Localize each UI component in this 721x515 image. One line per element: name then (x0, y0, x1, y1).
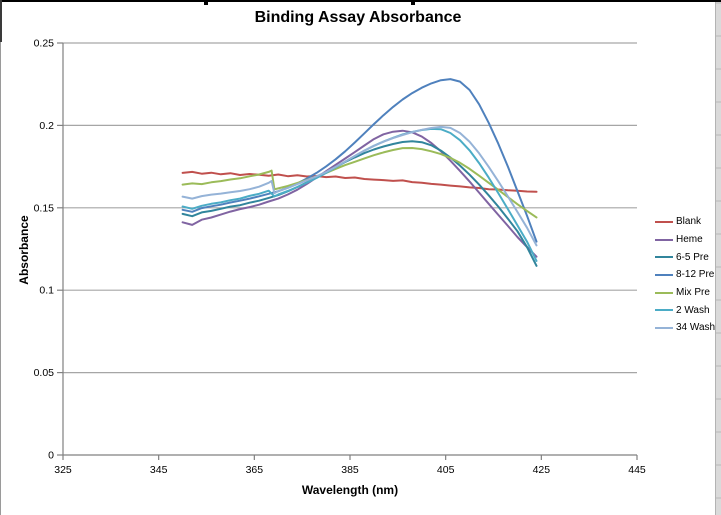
series-line-8-12-pre[interactable] (181, 78, 538, 243)
window-left-border-dark (0, 0, 2, 42)
window-left-border (0, 0, 1, 515)
legend-label-34-wash: 34 Wash (676, 322, 716, 334)
x-tick-label-365: 365 (246, 464, 264, 476)
chart-title: Binding Assay Absorbance (254, 9, 462, 26)
y-tick-label-0.25: 0.25 (34, 38, 55, 50)
legend-swatch-8-12-pre (655, 273, 673, 276)
legend-item-8-12-pre[interactable]: 8-12 Pre (655, 266, 715, 284)
x-axis-title: Wavelength (nm) (301, 483, 399, 497)
legend-label-2-wash: 2 Wash (676, 304, 710, 316)
y-tick-label-0: 0 (48, 450, 54, 462)
y-tick-label-0.05: 0.05 (34, 367, 55, 379)
top-border-notch (204, 2, 208, 5)
x-tick-label-445: 445 (628, 464, 646, 476)
legend-item-mix-pre[interactable]: Mix Pre (655, 284, 715, 302)
legend-item-heme[interactable]: Heme (655, 231, 715, 249)
x-tick-label-385: 385 (341, 464, 359, 476)
y-tick-label-0.1: 0.1 (39, 285, 54, 297)
series-line-34-wash[interactable] (181, 125, 538, 247)
legend-swatch-mix-pre (655, 291, 673, 294)
legend-swatch-blank (655, 220, 673, 223)
x-tick-label-405: 405 (437, 464, 455, 476)
legend-swatch-6-5-pre (655, 256, 673, 259)
x-tick-label-345: 345 (150, 464, 168, 476)
legend-label-heme: Heme (676, 234, 703, 246)
vertical-scrollbar[interactable] (715, 2, 721, 515)
legend: Blank Heme 6-5 Pre 8-12 Pre Mix Pre 2 Wash 34 … (655, 213, 715, 337)
plot-area[interactable] (63, 43, 637, 455)
window-top-border (0, 0, 721, 2)
legend-label-blank: Blank (676, 216, 702, 228)
legend-swatch-2-wash (655, 309, 673, 312)
legend-item-6-5-pre[interactable]: 6-5 Pre (655, 248, 715, 266)
legend-swatch-34-wash (655, 326, 673, 329)
top-border-notch (411, 2, 415, 5)
legend-label-6-5-pre: 6-5 Pre (676, 251, 709, 263)
y-tick-label-0.2: 0.2 (39, 120, 54, 132)
legend-label-8-12-pre: 8-12 Pre (676, 269, 715, 281)
x-tick-label-425: 425 (533, 464, 551, 476)
legend-item-blank[interactable]: Blank (655, 213, 715, 231)
series-line-blank[interactable] (181, 170, 538, 193)
legend-item-2-wash[interactable]: 2 Wash (655, 301, 715, 319)
legend-swatch-heme (655, 238, 673, 241)
legend-item-34-wash[interactable]: 34 Wash (655, 319, 715, 337)
x-tick-label-325: 325 (54, 464, 72, 476)
series-line-mix-pre[interactable] (181, 147, 538, 219)
legend-label-mix-pre: Mix Pre (676, 287, 710, 299)
y-tick-label-0.15: 0.15 (34, 202, 55, 214)
series-line-6-5-pre[interactable] (181, 140, 538, 267)
series-line-heme[interactable] (181, 129, 538, 258)
